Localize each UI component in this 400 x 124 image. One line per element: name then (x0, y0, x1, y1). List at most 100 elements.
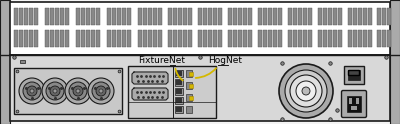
Bar (323, 8, 327, 25)
Bar (127, 8, 131, 25)
Bar (208, 30, 212, 47)
Bar (347, 96, 361, 112)
Circle shape (69, 82, 87, 100)
Bar (14, 8, 18, 25)
Bar (387, 30, 391, 47)
Bar (14, 30, 18, 47)
Bar (81, 8, 85, 25)
Bar (176, 98, 182, 103)
Bar (128, 66, 216, 118)
Bar (112, 8, 116, 25)
Bar (19, 8, 23, 25)
Bar (34, 30, 38, 47)
Bar (353, 30, 357, 47)
Bar (183, 30, 187, 47)
Circle shape (46, 82, 64, 100)
Circle shape (42, 78, 68, 104)
Bar (186, 70, 192, 77)
Bar (273, 30, 277, 47)
Bar (45, 30, 49, 47)
Bar (348, 70, 360, 80)
Bar (138, 30, 142, 47)
Bar (248, 30, 252, 47)
Bar (318, 30, 322, 47)
Bar (323, 30, 327, 47)
Bar (368, 30, 372, 47)
Bar (0, 0, 10, 124)
Circle shape (92, 82, 110, 100)
Bar (81, 30, 85, 47)
Circle shape (285, 70, 327, 112)
Bar (65, 30, 69, 47)
FancyBboxPatch shape (342, 91, 366, 118)
Bar (233, 30, 237, 47)
Bar (45, 8, 49, 25)
Bar (263, 8, 267, 25)
Bar (268, 30, 272, 47)
Bar (358, 8, 362, 25)
Bar (382, 30, 386, 47)
Bar (10, 2, 390, 55)
Bar (175, 106, 183, 113)
Bar (208, 8, 212, 25)
Bar (153, 8, 157, 25)
Bar (298, 30, 302, 47)
Bar (351, 106, 357, 110)
Circle shape (88, 78, 114, 104)
Bar (148, 30, 152, 47)
Bar (55, 30, 59, 47)
Bar (278, 30, 282, 47)
Bar (189, 96, 193, 100)
Bar (308, 30, 312, 47)
Bar (368, 8, 372, 25)
Bar (168, 30, 172, 47)
Bar (263, 30, 267, 47)
Bar (328, 8, 332, 25)
Polygon shape (132, 72, 168, 84)
Bar (363, 30, 367, 47)
Bar (60, 8, 64, 25)
Bar (228, 30, 232, 47)
Circle shape (279, 64, 333, 118)
Circle shape (65, 78, 91, 104)
Bar (328, 30, 332, 47)
Bar (333, 30, 337, 47)
Circle shape (302, 87, 310, 95)
Bar (60, 30, 64, 47)
Bar (213, 8, 217, 25)
Bar (178, 30, 182, 47)
Bar (356, 98, 359, 104)
Bar (387, 8, 391, 25)
Circle shape (30, 89, 34, 93)
Bar (176, 80, 182, 85)
Bar (258, 8, 262, 25)
Bar (188, 8, 192, 25)
Bar (186, 106, 192, 113)
Circle shape (53, 89, 57, 93)
Bar (178, 8, 182, 25)
Bar (358, 30, 362, 47)
Bar (363, 8, 367, 25)
Bar (348, 8, 352, 25)
Bar (377, 8, 381, 25)
Bar (143, 8, 147, 25)
Bar (303, 8, 307, 25)
Bar (24, 8, 28, 25)
Bar (175, 97, 183, 104)
Bar (189, 72, 193, 76)
Circle shape (73, 86, 83, 96)
Circle shape (290, 75, 322, 107)
Bar (308, 8, 312, 25)
Bar (29, 8, 33, 25)
Bar (91, 8, 95, 25)
Bar (173, 8, 177, 25)
Bar (218, 8, 222, 25)
Bar (188, 30, 192, 47)
Circle shape (296, 81, 316, 101)
Bar (233, 8, 237, 25)
Bar (55, 8, 59, 25)
Bar (107, 8, 111, 25)
Bar (333, 8, 337, 25)
Bar (298, 8, 302, 25)
Bar (127, 30, 131, 47)
